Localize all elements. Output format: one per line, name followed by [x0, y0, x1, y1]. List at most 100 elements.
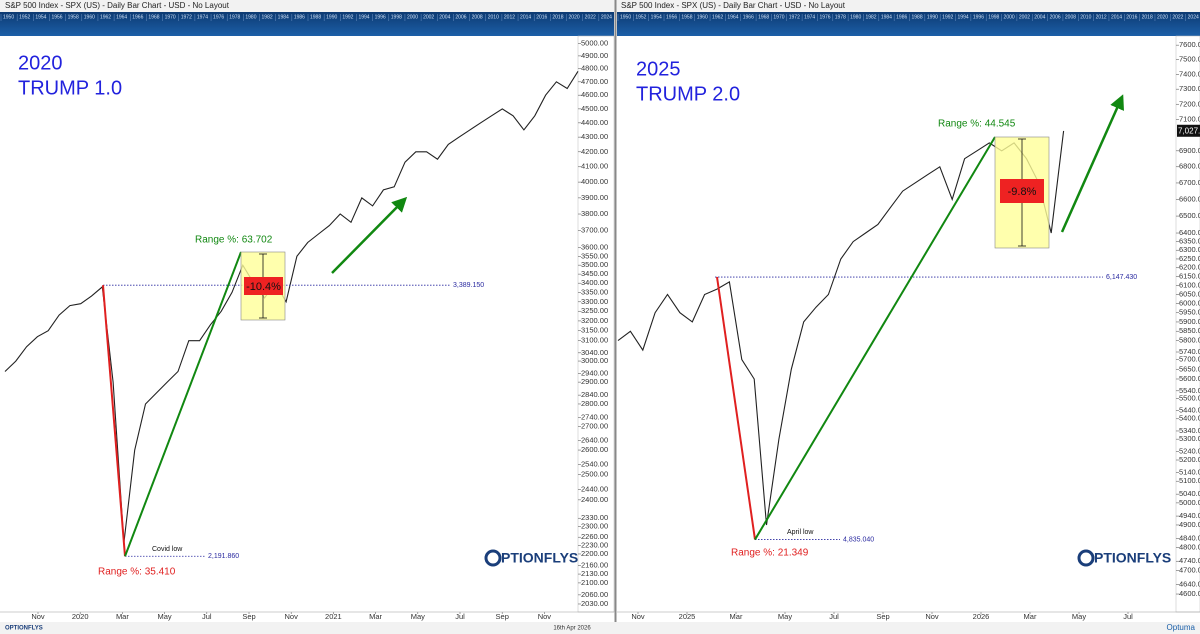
- y-tick-label: 6900.00: [1179, 146, 1200, 155]
- y-tick-label: 5000.00: [581, 38, 608, 47]
- timeline-year: 1972: [181, 14, 192, 20]
- y-tick-label: 7600.00: [1179, 40, 1200, 49]
- y-tick-label: 3100.00: [581, 336, 608, 345]
- y-tick-label: 5340.00: [1179, 426, 1200, 435]
- y-tick-label: 2800.00: [581, 399, 608, 408]
- timeline-year: 1968: [758, 14, 769, 20]
- y-tick-label: 3400.00: [581, 278, 608, 287]
- y-tick-label: 4600.00: [1179, 589, 1200, 598]
- y-tick-label: 4640.00: [1179, 580, 1200, 589]
- chart-panel: 7600.00 7500.00 7400.00 7300.00 7200.00 7100.…: [617, 35, 1200, 621]
- y-tick-label: 5950.00: [1179, 308, 1200, 317]
- y-tick-label: 6700.00: [1179, 178, 1200, 187]
- timeline-year: 1994: [358, 14, 369, 20]
- chart-panel: 5000.00 4900.00 4800.00 4700.00 4600.00 4500.…: [0, 35, 615, 621]
- timeline-year: 2016: [1126, 14, 1137, 20]
- timeline-year: 1986: [896, 14, 907, 20]
- y-tick-label: 3040.00: [581, 348, 608, 357]
- timeline-year: 1990: [326, 14, 337, 20]
- y-tick-label: 4900.00: [581, 51, 608, 60]
- timeline-strip: [0, 12, 614, 36]
- y-tick-label: 2130.00: [581, 569, 608, 578]
- y-tick-label: 6600.00: [1179, 194, 1200, 203]
- timeline-year: 1998: [988, 14, 999, 20]
- level-label: 3,389.150: [453, 282, 484, 289]
- timeline-year: 1982: [262, 14, 273, 20]
- timeline-year: 1988: [912, 14, 923, 20]
- x-tick-label: Mar: [369, 612, 382, 621]
- y-tick-label: 6250.00: [1179, 254, 1200, 263]
- timeline-year: 2004: [439, 14, 450, 20]
- y-tick-label: 4000.00: [581, 177, 608, 186]
- y-tick-label: 5600.00: [1179, 374, 1200, 383]
- timeline-year: 1992: [342, 14, 353, 20]
- price-line: [4, 71, 579, 543]
- y-tick-label: 2160.00: [581, 560, 608, 569]
- timeline-year: 2022: [585, 14, 596, 20]
- chart-subtitle: TRUMP 2.0: [636, 83, 740, 105]
- timeline-year: 1980: [850, 14, 861, 20]
- timeline-year: 1968: [148, 14, 159, 20]
- y-tick-label: 2840.00: [581, 390, 608, 399]
- y-tick-label: 5740.00: [1179, 347, 1200, 356]
- y-tick-label: 6500.00: [1179, 211, 1200, 220]
- timeline-year: 2002: [423, 14, 434, 20]
- x-tick-label: Nov: [631, 612, 645, 621]
- range-down-label: Range %: 35.410: [98, 567, 176, 578]
- x-tick-label: 2021: [325, 612, 342, 621]
- timeline-year: 1984: [278, 14, 289, 20]
- rally-line: [754, 136, 996, 541]
- timeline-year: 1956: [51, 14, 62, 20]
- timeline-year: 1960: [697, 14, 708, 20]
- x-tick-label: May: [158, 612, 172, 621]
- low-label: April low: [787, 529, 814, 536]
- timeline-year: 1994: [958, 14, 969, 20]
- y-tick-label: 7400.00: [1179, 69, 1200, 78]
- y-tick-label: 2400.00: [581, 495, 608, 504]
- timeline-year: 1964: [116, 14, 127, 20]
- panel-header: S&P 500 Index - SPX (US) - Daily Bar Cha…: [5, 1, 230, 10]
- decline-line: [102, 285, 126, 557]
- chart-title: 2020: [18, 52, 63, 74]
- y-tick-label: 7200.00: [1179, 99, 1200, 108]
- timeline-year: 2006: [455, 14, 466, 20]
- y-tick-label: 2500.00: [581, 469, 608, 478]
- y-tick-label: 6000.00: [1179, 299, 1200, 308]
- low-value-label: 2,191.860: [208, 553, 239, 560]
- y-tick-label: 4700.00: [1179, 566, 1200, 575]
- low-label: Covid low: [152, 546, 183, 553]
- x-tick-label: Sep: [242, 612, 255, 621]
- y-tick-label: 5400.00: [1179, 414, 1200, 423]
- y-tick-label: 6050.00: [1179, 289, 1200, 298]
- header-bar: [0, 0, 1200, 12]
- timeline-year: 1970: [773, 14, 784, 20]
- vendor-logo: Optuma: [1167, 623, 1196, 632]
- y-tick-label: 5040.00: [1179, 489, 1200, 498]
- logo-text: PTIONFLYS: [501, 550, 578, 566]
- x-tick-label: Nov: [538, 612, 552, 621]
- y-tick-label: 2260.00: [581, 532, 608, 541]
- timeline-year: 2022: [1172, 14, 1183, 20]
- y-tick-label: 6800.00: [1179, 162, 1200, 171]
- timeline-year: 1954: [651, 14, 662, 20]
- y-tick-label: 6300.00: [1179, 245, 1200, 254]
- y-tick-label: 3500.00: [581, 260, 608, 269]
- timeline-year: 1996: [973, 14, 984, 20]
- timeline-year: 1954: [35, 14, 46, 20]
- timeline-year: 1958: [681, 14, 692, 20]
- timeline-year: 2000: [1004, 14, 1015, 20]
- timeline-year: 1962: [712, 14, 723, 20]
- y-tick-label: 4300.00: [581, 132, 608, 141]
- rally-line: [124, 251, 242, 557]
- timeline-year: 1988: [310, 14, 321, 20]
- timeline-year: 1956: [666, 14, 677, 20]
- y-tick-label: 4600.00: [581, 90, 608, 99]
- y-tick-label: 2200.00: [581, 549, 608, 558]
- timeline-year: 1958: [68, 14, 79, 20]
- x-tick-label: Mar: [116, 612, 129, 621]
- y-tick-label: 4740.00: [1179, 556, 1200, 565]
- y-tick-label: 6150.00: [1179, 272, 1200, 281]
- footer-brand: OPTIONFLYS: [5, 626, 43, 632]
- axis-panel: [577, 35, 615, 613]
- y-tick-label: 5100.00: [1179, 476, 1200, 485]
